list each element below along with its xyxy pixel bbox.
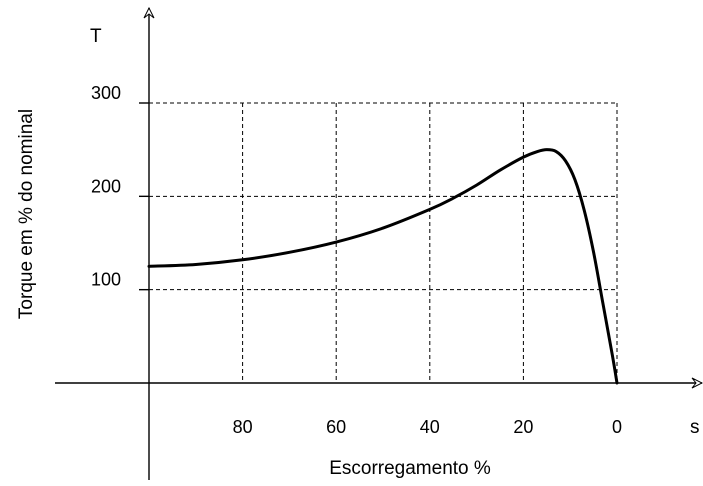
- y-tick-label: 300: [91, 83, 121, 103]
- axes: [55, 8, 702, 480]
- x-tick-label: 60: [326, 417, 346, 437]
- y-axis-label: Torque em % do nominal: [16, 109, 37, 319]
- x-axis-symbol: s: [690, 417, 700, 438]
- x-tick-label: 0: [612, 417, 622, 437]
- y-tick-label: 200: [91, 176, 121, 196]
- x-tick-label: 40: [420, 417, 440, 437]
- y-tick-label: 100: [91, 270, 121, 290]
- torque-curve: [147, 148, 619, 385]
- x-axis-label: Escorregamento %: [329, 458, 491, 479]
- x-tick-label: 20: [513, 417, 533, 437]
- series: [147, 148, 619, 385]
- grid: [139, 102, 618, 383]
- x-tick-label: 80: [233, 417, 253, 437]
- y-axis-symbol: T: [90, 26, 102, 47]
